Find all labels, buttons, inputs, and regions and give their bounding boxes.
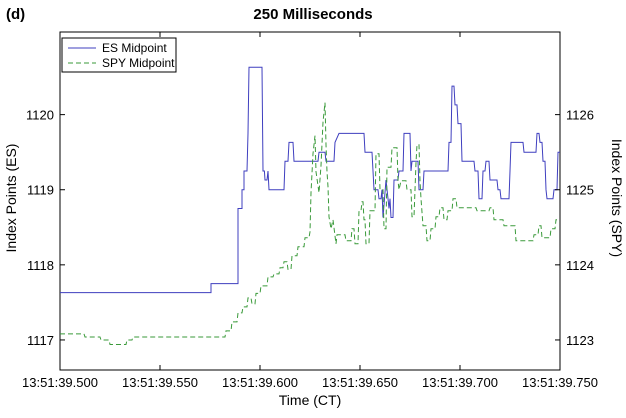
x-tick-label: 13:51:39.650 (322, 375, 398, 390)
series-line-es (60, 66, 560, 294)
x-tick-label: 13:51:39.600 (222, 375, 298, 390)
plot-frame (59, 31, 561, 371)
series-layer (60, 66, 560, 345)
x-tick-label: 13:51:39.700 (422, 375, 498, 390)
series-line-spy (60, 102, 560, 345)
legend-label-es: ES Midpoint (102, 41, 167, 55)
y-right-tick-label: 1124 (566, 258, 594, 273)
chart-title: 250 Milliseconds (253, 6, 373, 23)
y-axis-right-ticks: 1123 1124 1125 1126 (555, 108, 594, 348)
legend-label-spy: SPY Midpoint (102, 56, 175, 70)
x-tick-label: 13:51:39.500 (22, 375, 98, 390)
x-tick-label: 13:51:39.550 (122, 375, 198, 390)
x-axis-ticks: 13:51:39.500 13:51:39.550 13:51:39.600 13:5… (22, 32, 598, 390)
y-left-tick-label: 1118 (27, 258, 54, 273)
y-right-tick-label: 1126 (566, 108, 594, 123)
plot-border (59, 31, 561, 371)
panel-label: (d) (6, 6, 26, 23)
y-left-tick-label: 1120 (26, 108, 54, 123)
y-axis-right-label: Index Points (SPY) (609, 139, 625, 257)
y-axis-left-ticks: 1117 1118 1119 1120 (26, 108, 65, 348)
legend: ES Midpoint SPY Midpoint (61, 37, 177, 73)
legend-box (61, 37, 177, 73)
x-axis-label: Time (CT) (279, 392, 341, 408)
x-tick-label: 13:51:39.750 (522, 375, 598, 390)
y-right-tick-label: 1125 (566, 183, 594, 198)
y-left-tick-label: 1119 (27, 183, 54, 198)
y-right-tick-label: 1123 (566, 333, 594, 348)
y-left-tick-label: 1117 (27, 333, 54, 348)
y-axis-left-label: Index Points (ES) (3, 144, 19, 253)
